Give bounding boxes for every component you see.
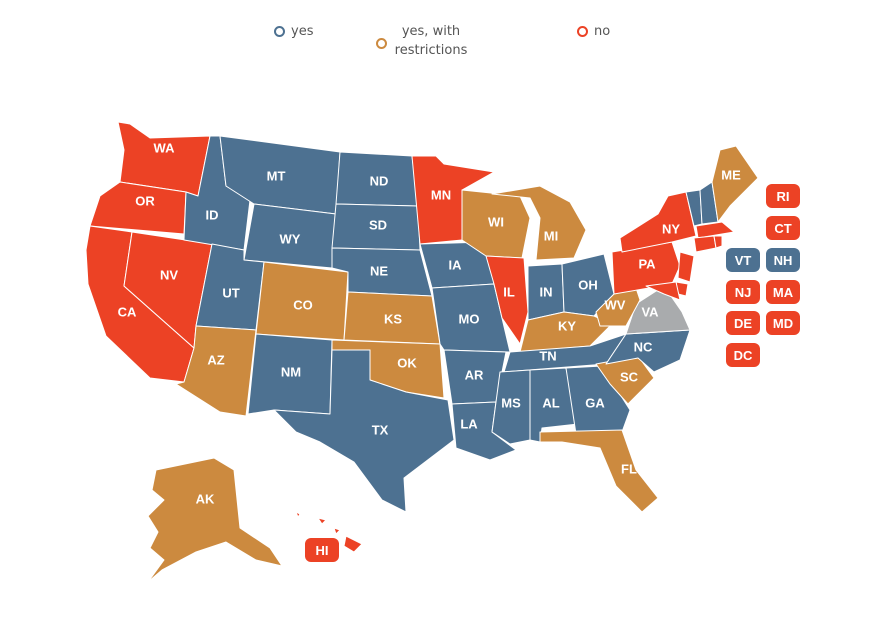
legend-dot-icon [274,26,285,37]
state-label-ne: NE [370,264,388,279]
state-label-nc: NC [634,340,653,355]
state-label-in: IN [540,285,553,300]
state-label-co: CO [293,298,313,313]
chip-nj[interactable]: NJ [726,280,760,304]
state-label-sc: SC [620,370,639,385]
state-label-id: ID [206,208,219,223]
state-label-ky: KY [558,319,576,334]
state-label-al: AL [542,396,559,411]
legend-label: yes [291,24,314,39]
state-label-wv: WV [605,298,626,313]
state-label-il: IL [503,285,515,300]
legend-label: yes, with restrictions [394,24,468,58]
chip-ct[interactable]: CT [766,216,800,240]
state-label-ok: OK [397,356,417,371]
state-az[interactable] [175,325,257,417]
state-fl[interactable] [539,429,659,513]
state-me[interactable] [711,145,759,223]
state-label-ms: MS [501,396,521,411]
state-label-ia: IA [449,258,463,273]
state-md[interactable] [645,281,681,301]
legend-item-no[interactable]: no [577,22,610,41]
legend-dot-icon [577,26,588,37]
legend-item-restricted[interactable]: yes, with restrictions [376,22,469,60]
state-label-la: LA [460,417,478,432]
state-label-fl: FL [621,462,637,477]
state-label-pa: PA [638,257,656,272]
state-label-mi: MI [544,229,558,244]
state-label-az: AZ [207,353,224,368]
state-label-nm: NM [281,365,301,380]
state-label-wi: WI [488,215,504,230]
chip-de[interactable]: DE [726,311,760,335]
state-label-tx: TX [372,423,389,438]
state-label-ar: AR [465,368,484,383]
state-label-wy: WY [280,232,301,247]
chip-md[interactable]: MD [766,311,800,335]
state-ma[interactable] [695,221,735,239]
state-il[interactable] [485,255,529,345]
state-label-or: OR [135,194,155,209]
legend-dot-icon [376,38,387,49]
chip-hi[interactable]: HI [305,538,339,562]
chip-nh[interactable]: NH [766,248,800,272]
state-ak[interactable] [147,457,283,583]
state-label-ny: NY [662,222,680,237]
state-hi[interactable] [295,511,363,553]
state-label-ga: GA [585,396,605,411]
state-label-sd: SD [369,218,387,233]
state-label-tn: TN [539,349,556,364]
legend-label: no [594,24,611,39]
state-ct[interactable] [693,235,717,253]
state-or[interactable] [89,181,187,235]
state-tx[interactable] [273,349,455,513]
state-label-mt: MT [267,169,286,184]
state-label-ca: CA [118,305,137,320]
state-labels: WA OR CA NV ID MT WY UT AZ CO NM ND SD N… [118,141,741,507]
state-mi[interactable] [491,185,587,261]
state-label-ak: AK [196,492,215,507]
state-label-mo: MO [459,312,480,327]
chip-ri[interactable]: RI [766,184,800,208]
state-label-nv: NV [160,268,178,283]
state-label-wa: WA [154,141,176,156]
state-label-nd: ND [370,174,389,189]
state-label-me: ME [721,168,741,183]
chip-ma[interactable]: MA [766,280,800,304]
state-label-ut: UT [222,286,239,301]
state-label-ks: KS [384,312,402,327]
legend-item-yes[interactable]: yes [274,22,313,41]
chip-dc[interactable]: DC [726,343,760,367]
state-ga[interactable] [565,365,631,435]
state-ny[interactable] [619,191,697,253]
state-nj[interactable] [677,251,695,283]
chip-vt[interactable]: VT [726,248,760,272]
state-label-va: VA [641,305,659,320]
state-ri[interactable] [713,235,723,249]
state-label-mn: MN [431,188,451,203]
state-label-oh: OH [578,278,598,293]
